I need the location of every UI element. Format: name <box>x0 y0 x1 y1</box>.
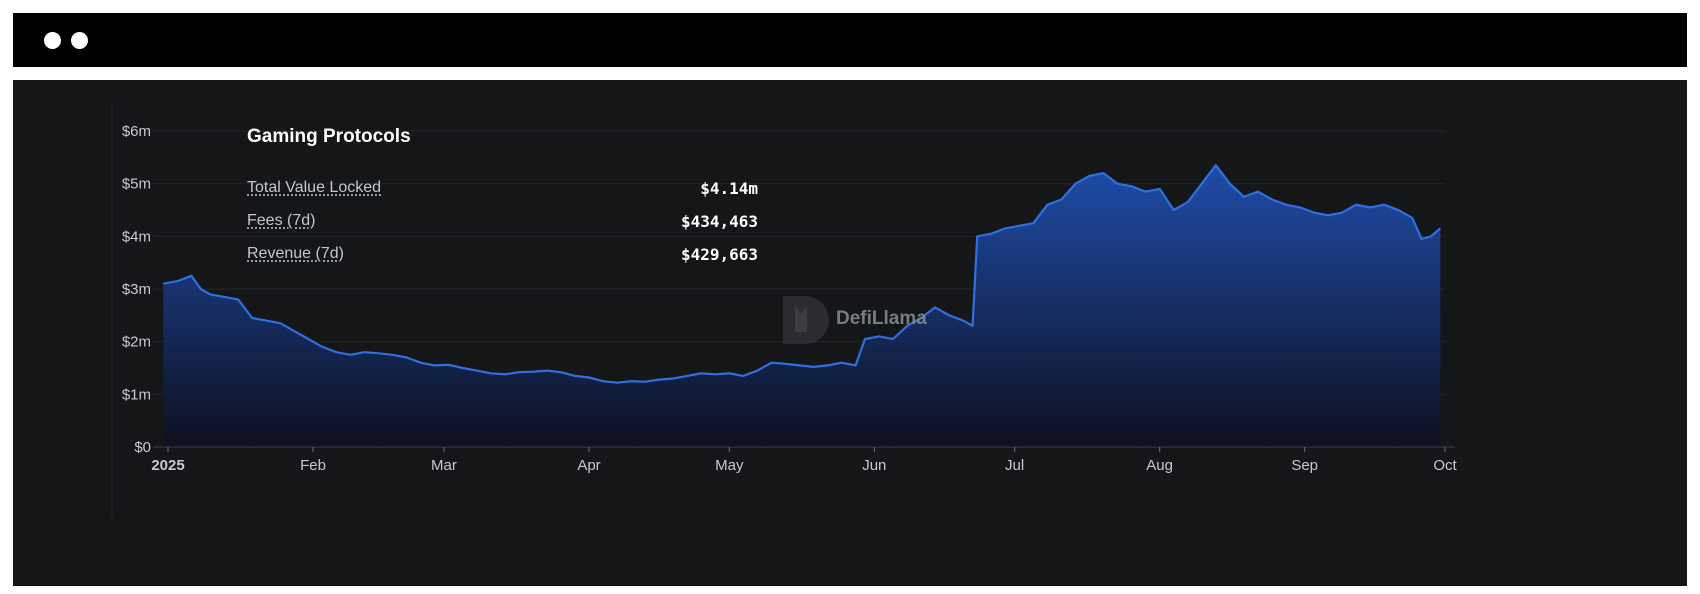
tvl-area-fill <box>163 165 1441 447</box>
revenue-label[interactable]: Revenue (7d) <box>247 245 344 262</box>
x-tick-label: Jun <box>862 457 886 474</box>
tvl-label[interactable]: Total Value Locked <box>247 179 382 196</box>
x-tick-label: 2025 <box>151 457 184 474</box>
y-tick-label: $3m <box>122 281 151 298</box>
window-dot[interactable] <box>44 32 61 49</box>
y-tick-label: $6m <box>122 123 151 140</box>
window-title-bar <box>13 13 1687 67</box>
x-tick-label: Oct <box>1433 457 1457 474</box>
y-tick-label: $2m <box>122 334 151 351</box>
y-tick-label: $5m <box>122 176 151 193</box>
x-tick-label: Apr <box>577 457 600 474</box>
window-dot[interactable] <box>71 32 88 49</box>
x-tick-label: Mar <box>431 457 457 474</box>
y-tick-label: $1m <box>122 386 151 403</box>
x-tick-label: May <box>715 457 744 474</box>
watermark-text: DefiLlama <box>836 308 927 329</box>
fees-value: $434,463 <box>680 212 758 231</box>
x-tick-label: Jul <box>1005 457 1024 474</box>
fees-label[interactable]: Fees (7d) <box>247 212 316 229</box>
defillama-logo-icon <box>783 296 829 344</box>
y-tick-label: $0 <box>134 439 151 456</box>
revenue-value: $429,663 <box>680 245 758 264</box>
x-tick-label: Aug <box>1146 457 1173 474</box>
x-tick-label: Feb <box>300 457 326 474</box>
y-tick-label: $4m <box>122 228 151 245</box>
chart-title: Gaming Protocols <box>247 126 411 147</box>
tvl-series-line <box>163 164 1442 384</box>
tvl-value: $4.14m <box>700 179 758 198</box>
x-tick-label: Sep <box>1291 457 1318 474</box>
chart-panel: $0 $1m $2m $3m $4m $5m $6m 2025 Feb Mar Apr May Jun J… <box>13 80 1687 586</box>
tvl-chart: $0 $1m $2m $3m $4m $5m $6m 2025 Feb Mar Apr May Jun J… <box>111 104 1457 516</box>
